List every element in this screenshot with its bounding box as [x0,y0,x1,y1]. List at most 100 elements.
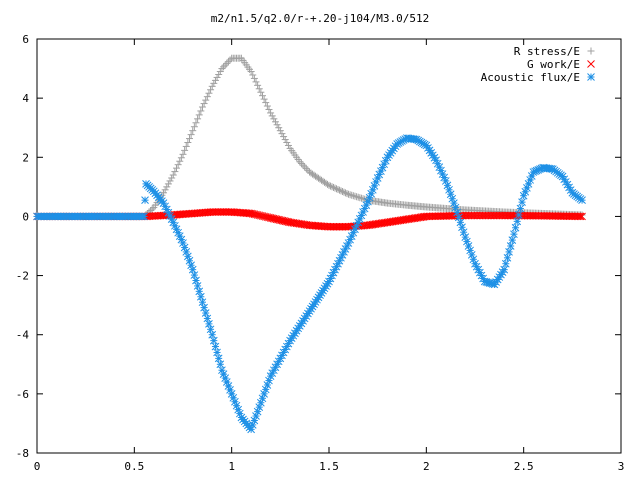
y-tick-label: -2 [16,270,29,283]
data-point [513,217,522,226]
data-point [297,159,305,167]
data-point [224,58,232,66]
data-point [508,236,517,244]
data-point [343,190,351,198]
data-point [278,130,286,138]
data-point [258,92,266,100]
data-point [209,336,218,345]
y-tick-label: -4 [16,329,30,342]
data-point [202,96,210,104]
data-point [247,68,255,76]
y-tick-label: 6 [22,33,29,46]
legend-marker [587,60,595,68]
data-point [213,348,221,357]
data-point [218,65,226,73]
data-point [463,237,471,246]
data-point [284,218,293,226]
data-point [164,180,172,188]
data-point [201,309,210,317]
data-point [506,242,515,250]
data-point [524,180,533,188]
data-point [226,56,234,64]
data-point [221,61,229,69]
x-tick-label: 3 [618,460,625,473]
data-point [367,189,376,198]
data-point [326,182,334,190]
x-tick-label: 2 [423,460,430,473]
data-point [205,89,213,97]
data-point [265,105,273,113]
legend-marker [587,73,595,81]
data-point [193,282,202,290]
data-point [213,73,221,81]
data-point [338,188,346,196]
data-point [274,215,282,224]
data-point [200,303,208,312]
data-point [190,123,198,131]
data-point [275,216,284,224]
data-point [302,165,310,173]
data-point [194,115,202,123]
data-point [516,204,525,213]
data-point [335,186,343,194]
data-point [269,214,278,223]
data-point [206,325,215,334]
data-point [280,133,288,141]
data-point [283,217,291,226]
data-point [467,251,476,259]
data-point [578,212,586,221]
data-point [331,184,339,192]
data-point [340,188,348,196]
data-point [197,107,205,115]
data-point [192,119,200,127]
data-point [250,74,258,82]
data-point [171,168,179,176]
data-point [260,390,268,398]
data-point [245,209,254,218]
data-point [299,161,307,169]
data-point [180,243,189,252]
data-point [492,278,500,286]
data-point [140,212,148,221]
data-point [216,68,224,76]
data-point [223,59,231,67]
data-point [328,183,336,191]
data-point [464,242,473,250]
data-point [184,139,192,146]
data-point [163,183,171,191]
axis-ticks: 0 0.5 1 1.5 2 2.5 3 -8 -6 -4 -2 0 2 4 6 [16,33,625,473]
data-point [214,354,223,363]
data-point [503,253,512,262]
data-point [324,180,332,188]
data-point [211,76,219,84]
data-point [301,163,309,171]
data-point [205,320,213,328]
data-point [166,177,174,185]
data-point [234,405,243,414]
data-point [198,298,207,307]
data-point [257,88,265,96]
data-point [262,99,270,107]
data-point [277,216,285,225]
data-point [281,217,290,226]
data-point [453,208,462,217]
data-point [500,265,509,274]
x-tick-label: 0 [34,460,41,473]
data-point [179,239,187,247]
data-point [268,214,276,223]
x-tick-label: 1 [228,460,235,473]
y-tick-label: -6 [16,388,29,401]
data-point [575,212,583,221]
data-point [231,397,239,406]
data-point [281,136,289,144]
data-point [263,102,271,110]
data-point [200,100,208,108]
data-point [454,213,463,222]
data-point [208,330,217,339]
data-point [203,93,211,101]
data-point [255,85,263,93]
data-point [190,271,199,279]
y-tick-label: 2 [22,151,29,164]
data-point [216,360,225,369]
